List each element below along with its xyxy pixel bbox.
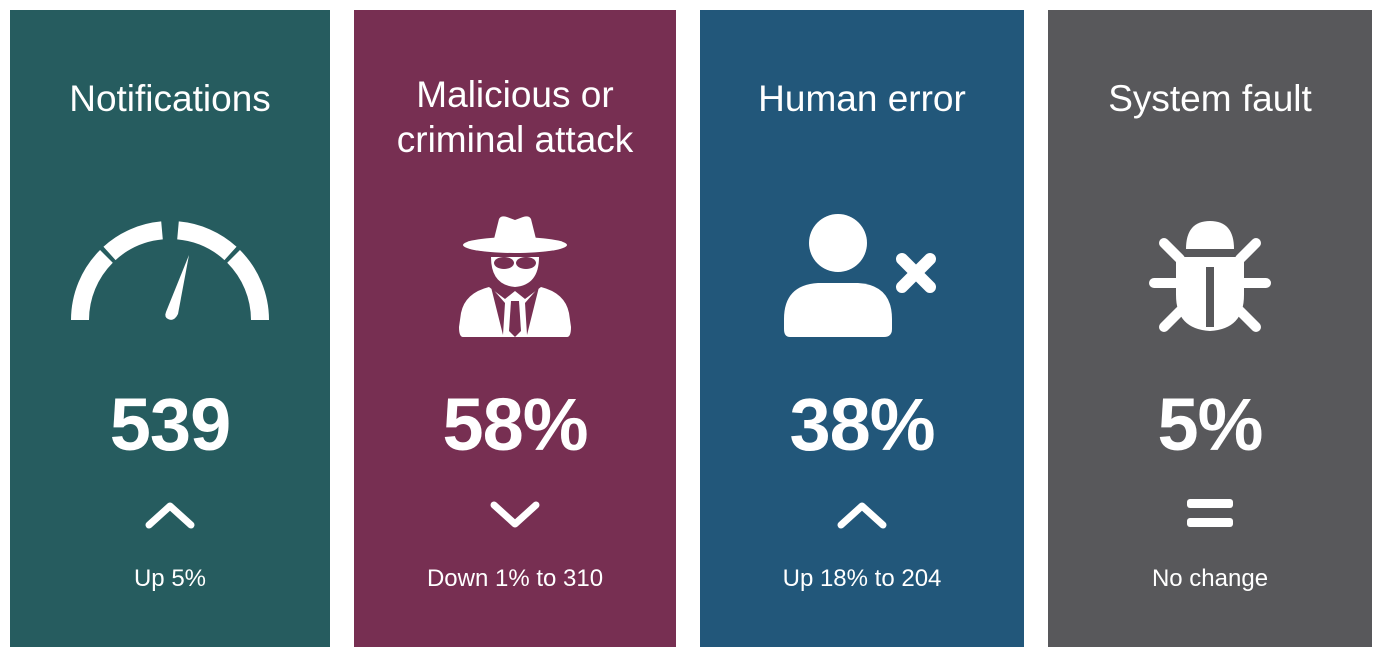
card-value: 539 xyxy=(109,383,231,466)
speedometer-icon xyxy=(10,210,330,340)
chevron-up-icon xyxy=(700,494,1024,534)
chevron-up-icon xyxy=(10,494,330,534)
card-caption: Up 5% xyxy=(133,565,207,592)
card-title: Notifications xyxy=(69,78,271,119)
card-value: 58% xyxy=(442,383,588,466)
spy-icon xyxy=(354,210,676,340)
card-human-error: Human error 38% Up 18% to 204 xyxy=(700,10,1024,647)
card-title: Human error xyxy=(758,78,966,119)
card-caption: No change xyxy=(1151,565,1269,592)
card-system-fault: System fault 5% No change xyxy=(1048,10,1372,647)
card-title: System fault xyxy=(1108,78,1312,119)
chevron-down-icon xyxy=(354,494,676,534)
card-value: 5% xyxy=(1157,383,1264,466)
card-title: Malicious or criminal attack xyxy=(396,74,634,160)
bug-icon xyxy=(1048,210,1372,340)
card-caption: Down 1% to 310 xyxy=(426,565,604,592)
user-x-icon xyxy=(700,210,1024,340)
equals-icon xyxy=(1048,494,1372,534)
card-malicious-attack: Malicious or criminal attack 58% Down 1%… xyxy=(354,10,676,647)
card-caption: Up 18% to 204 xyxy=(782,565,942,592)
card-value: 38% xyxy=(789,383,935,466)
card-notifications: Notifications 539 Up 5% xyxy=(10,10,330,647)
